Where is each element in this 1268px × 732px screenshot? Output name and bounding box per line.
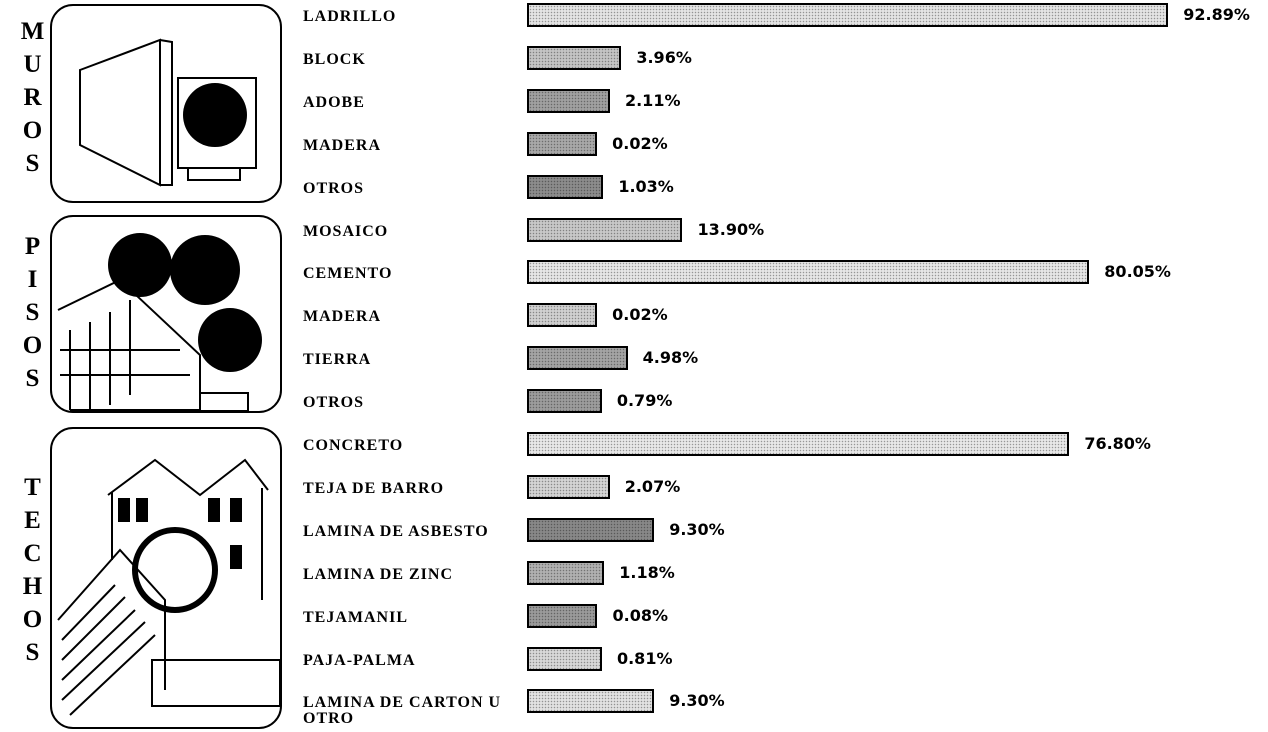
category-label: MOSAICO xyxy=(303,224,518,240)
value-label: 13.90% xyxy=(697,220,764,240)
bar xyxy=(527,175,603,199)
bar xyxy=(527,518,654,542)
category-label: TEJA DE BARRO xyxy=(303,481,518,497)
bar xyxy=(527,3,1168,27)
value-label: 80.05% xyxy=(1104,262,1171,282)
category-label: LAMINA DE CARTON U OTRO xyxy=(303,695,518,727)
bar xyxy=(527,260,1089,284)
value-label: 1.03% xyxy=(618,177,674,197)
category-label: TEJAMANIL xyxy=(303,610,518,626)
bar xyxy=(527,561,604,585)
value-label: 2.07% xyxy=(625,477,681,497)
bar xyxy=(527,46,621,70)
bar xyxy=(527,89,610,113)
bar xyxy=(527,218,682,242)
value-label: 3.96% xyxy=(636,48,692,68)
bar xyxy=(527,389,602,413)
value-label: 9.30% xyxy=(669,520,725,540)
group-title: PISOS xyxy=(16,233,46,398)
category-label: BLOCK xyxy=(303,52,518,68)
bar xyxy=(527,346,628,370)
value-label: 0.02% xyxy=(612,305,668,325)
value-label: 92.89% xyxy=(1183,5,1250,25)
category-label: LAMINA DE ASBESTO xyxy=(303,524,518,540)
category-label: CEMENTO xyxy=(303,266,518,282)
category-label: LADRILLO xyxy=(303,9,518,25)
value-label: 9.30% xyxy=(669,691,725,711)
value-label: 4.98% xyxy=(643,348,699,368)
category-label: OTROS xyxy=(303,395,518,411)
bar xyxy=(527,604,597,628)
bar xyxy=(527,432,1069,456)
value-label: 0.02% xyxy=(612,134,668,154)
category-label: MADERA xyxy=(303,309,518,325)
bar xyxy=(527,475,610,499)
category-label: TIERRA xyxy=(303,352,518,368)
chart-page: LADRILLO 92.89% BLOCK 3.96% ADOBE 2.11% MADERA… xyxy=(0,0,1268,732)
value-label: 0.08% xyxy=(612,606,668,626)
value-label: 0.81% xyxy=(617,649,673,669)
category-label: MADERA xyxy=(303,138,518,154)
value-label: 76.80% xyxy=(1084,434,1151,454)
group-title: MUROS xyxy=(16,18,46,183)
bar xyxy=(527,647,602,671)
category-label: ADOBE xyxy=(303,95,518,111)
bar xyxy=(527,132,597,156)
category-label: LAMINA DE ZINC xyxy=(303,567,518,583)
bar xyxy=(527,689,654,713)
category-label: OTROS xyxy=(303,181,518,197)
category-label: CONCRETO xyxy=(303,438,518,454)
value-label: 0.79% xyxy=(617,391,673,411)
bar xyxy=(527,303,597,327)
category-label: PAJA-PALMA xyxy=(303,653,518,669)
value-label: 2.11% xyxy=(625,91,681,111)
group-title: TECHOS xyxy=(16,474,46,672)
value-label: 1.18% xyxy=(619,563,675,583)
